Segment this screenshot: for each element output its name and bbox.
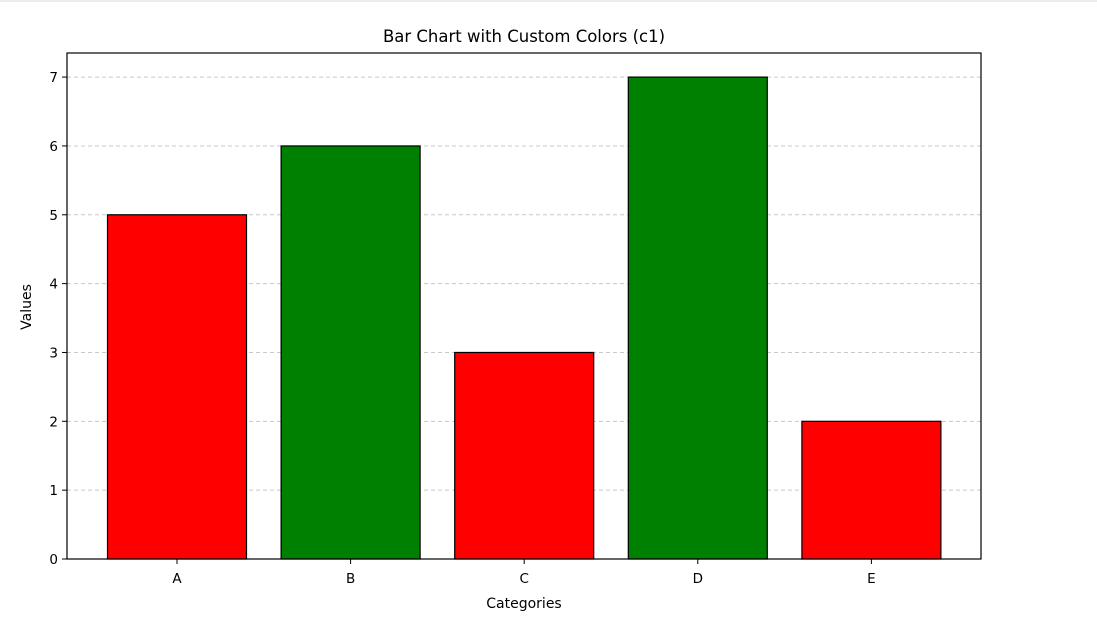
bars	[106, 76, 942, 560]
x-tick-label: B	[346, 571, 355, 587]
x-axis-ticks: A B C D E	[172, 559, 876, 587]
x-tick-label: D	[693, 571, 703, 587]
x-tick-label: C	[519, 571, 528, 587]
y-tick-label: 4	[49, 277, 58, 293]
y-axis-label: Values	[19, 284, 35, 330]
chart-title: Bar Chart with Custom Colors (c1)	[383, 27, 665, 46]
y-axis-ticks: 0 1 2 3 4 5 6 7	[49, 70, 67, 568]
y-tick-label: 2	[49, 414, 58, 430]
y-tick-label: 0	[49, 552, 58, 568]
bar-b	[280, 145, 421, 560]
y-tick-label: 1	[49, 483, 58, 499]
y-tick-label: 6	[49, 139, 58, 155]
x-tick-label: E	[867, 571, 876, 587]
bar-c	[454, 351, 595, 560]
bar-a	[106, 214, 248, 560]
bar-d	[627, 76, 768, 560]
y-tick-label: 3	[49, 345, 58, 361]
bar-e	[801, 420, 942, 560]
y-tick-label: 7	[49, 70, 58, 86]
window-top-rule	[0, 0, 1097, 2]
x-axis-label: Categories	[486, 596, 561, 612]
y-tick-label: 5	[49, 208, 58, 224]
x-tick-label: A	[172, 571, 182, 587]
